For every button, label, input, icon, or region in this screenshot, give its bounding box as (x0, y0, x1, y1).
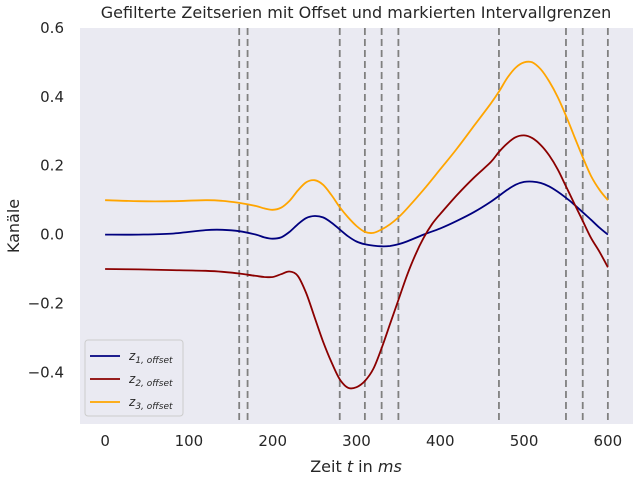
series-lines (105, 60, 609, 390)
y-tick-label: 0.2 (40, 157, 64, 175)
chart-title: Gefilterte Zeitserien mit Offset und mar… (101, 3, 611, 22)
y-tick-label: 0.4 (40, 88, 64, 106)
legend-entry-2: z2, offset (128, 372, 173, 389)
x-tick-label: 0 (100, 432, 110, 450)
y-axis-label: Kanäle (4, 199, 23, 253)
x-tick-label: 100 (175, 432, 204, 450)
y-tick-label: −0.2 (28, 294, 64, 312)
x-tick-label: 200 (258, 432, 287, 450)
legend: z1, offset z2, offset z3, offset (84, 339, 184, 417)
x-axis-label: Zeit t in ms (310, 457, 402, 476)
x-tick-label: 400 (426, 432, 455, 450)
legend-entry-1: z1, offset (128, 349, 173, 366)
y-tick-labels: −0.4 −0.2 0.0 0.2 0.4 0.6 (28, 19, 64, 381)
y-tick-label: 0.0 (40, 226, 64, 244)
series-line-3 (105, 60, 609, 234)
y-tick-label: 0.6 (40, 19, 64, 37)
x-tick-label: 500 (510, 432, 539, 450)
series-line-2 (105, 134, 609, 390)
x-tick-label: 300 (342, 432, 371, 450)
interval-boundaries (238, 28, 609, 424)
legend-box (84, 339, 184, 417)
x-tick-labels: 0 100 200 300 400 500 600 (100, 432, 622, 450)
legend-entry-3: z3, offset (128, 395, 173, 412)
y-tick-label: −0.4 (28, 363, 64, 381)
series-line-1 (105, 180, 609, 248)
x-tick-label: 600 (594, 432, 623, 450)
